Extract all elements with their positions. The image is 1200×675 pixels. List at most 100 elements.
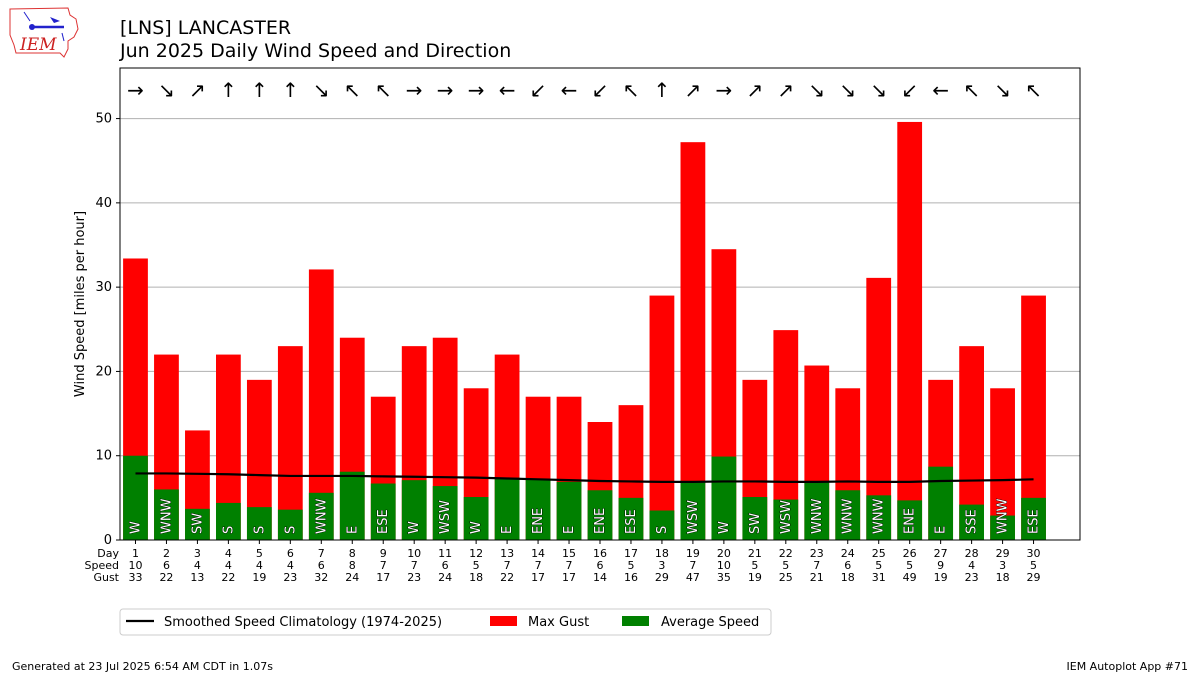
y-tick-label: 20 [95, 364, 112, 379]
direction-label: WSW [686, 500, 701, 534]
direction-arrow: ↗ [777, 78, 794, 102]
gust-label: 32 [314, 571, 328, 584]
y-tick-label: 30 [95, 280, 112, 295]
speed-label: 7 [411, 559, 418, 572]
gust-label: 25 [779, 571, 793, 584]
direction-arrow: ← [499, 78, 516, 102]
day-label: 24 [841, 547, 855, 560]
gust-label: 13 [190, 571, 204, 584]
direction-arrow: ↗ [189, 78, 206, 102]
average-bar [432, 486, 458, 540]
speed-label: 6 [318, 559, 325, 572]
direction-label: SSE [965, 509, 980, 534]
direction-label: W [407, 521, 422, 534]
direction-arrow: ↑ [220, 78, 237, 102]
speed-label: 5 [875, 559, 882, 572]
average-bar [804, 481, 830, 540]
speed-label: 4 [256, 559, 263, 572]
direction-label: WNW [810, 498, 825, 534]
speed-label: 5 [473, 559, 480, 572]
y-axis-label: Wind Speed [miles per hour] [73, 211, 88, 397]
direction-label: S [655, 526, 670, 534]
gust-label: 19 [748, 571, 762, 584]
direction-label: ESE [624, 509, 639, 534]
gust-label: 17 [531, 571, 545, 584]
gust-label: 17 [376, 571, 390, 584]
direction-arrow: ↖ [344, 78, 361, 102]
direction-label: WNW [996, 498, 1011, 534]
direction-label: WNW [841, 498, 856, 534]
gust-label: 18 [841, 571, 855, 584]
gust-label: 18 [996, 571, 1010, 584]
day-label: 9 [380, 547, 387, 560]
average-bar [556, 481, 582, 540]
average-bar [990, 515, 1015, 540]
direction-label: ENE [531, 508, 546, 534]
climatology-line [135, 472, 1034, 483]
direction-arrow: ↘ [158, 78, 175, 102]
speed-label: 5 [1030, 559, 1037, 572]
speed-label: 4 [225, 559, 232, 572]
day-label: 5 [256, 547, 263, 560]
speed-label: 3 [658, 559, 665, 572]
day-label: 17 [624, 547, 638, 560]
average-bar [154, 489, 179, 540]
direction-arrow: ↘ [808, 78, 825, 102]
gust-label: 17 [562, 571, 576, 584]
direction-arrow: ↗ [746, 78, 763, 102]
day-label: 4 [225, 547, 232, 560]
direction-arrow: ↑ [282, 78, 299, 102]
direction-arrow: ↙ [592, 78, 609, 102]
chart-subtitle: Jun 2025 Daily Wind Speed and Direction [120, 40, 512, 62]
gust-label: 19 [934, 571, 948, 584]
gust-label: 47 [686, 571, 700, 584]
speed-label: 6 [844, 559, 851, 572]
day-label: 1 [132, 547, 139, 560]
day-label: 30 [1027, 547, 1041, 560]
gust-label: 19 [252, 571, 266, 584]
iem-logo: IEM [6, 5, 82, 63]
average-bar [959, 504, 984, 540]
y-tick-label: 0 [104, 533, 112, 548]
direction-arrow: ↑ [251, 78, 268, 102]
average-bar [185, 508, 210, 540]
day-label: 22 [779, 547, 793, 560]
average-bar [866, 495, 892, 540]
direction-label: S [283, 526, 298, 534]
direction-arrow: ↘ [839, 78, 856, 102]
speed-label: 6 [163, 559, 170, 572]
direction-arrow: → [406, 78, 423, 102]
direction-arrow: ↘ [313, 78, 330, 102]
legend-average-label: Average Speed [661, 615, 759, 630]
day-label: 8 [349, 547, 356, 560]
direction-label: WSW [779, 500, 794, 534]
day-label: 7 [318, 547, 325, 560]
day-label: 20 [717, 547, 731, 560]
average-bar [525, 479, 551, 540]
day-label: 12 [469, 547, 483, 560]
gust-label: 49 [903, 571, 917, 584]
average-bar [742, 497, 768, 540]
day-label: 11 [438, 547, 452, 560]
direction-label: ENE [593, 508, 608, 534]
direction-label: E [345, 526, 360, 534]
speed-label: 5 [751, 559, 758, 572]
gust-label: 18 [469, 571, 483, 584]
legend-average-swatch [622, 616, 649, 626]
direction-arrow: ↖ [1025, 78, 1042, 102]
speed-label: 7 [689, 559, 696, 572]
day-label: 16 [593, 547, 607, 560]
chart-title: [LNS] LANCASTER [120, 17, 292, 39]
logo-text: IEM [19, 35, 57, 55]
speed-label: 5 [906, 559, 913, 572]
average-bar [463, 497, 489, 540]
average-bar [711, 456, 737, 540]
day-label: 10 [407, 547, 421, 560]
day-label: 21 [748, 547, 762, 560]
direction-label: SW [748, 513, 763, 534]
gust-label: 21 [810, 571, 824, 584]
day-label: 26 [903, 547, 917, 560]
direction-arrow: → [127, 78, 144, 102]
direction-label: S [221, 526, 236, 534]
direction-label: WNW [314, 498, 329, 534]
